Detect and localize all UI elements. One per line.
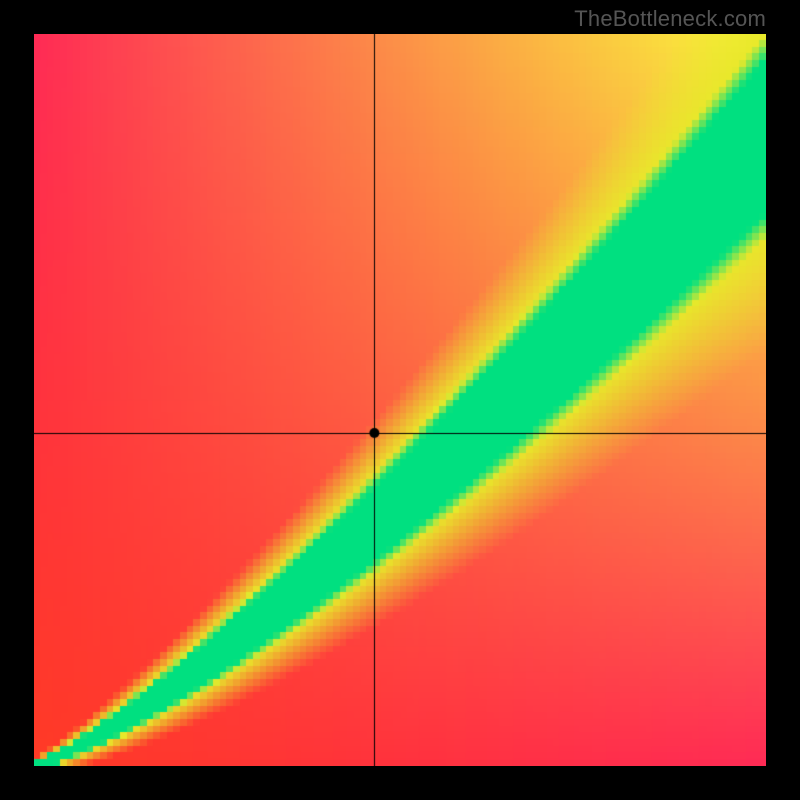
bottleneck-heatmap (34, 34, 766, 766)
watermark-text: TheBottleneck.com (574, 6, 766, 32)
chart-container: { "watermark": { "text": "TheBottleneck.… (0, 0, 800, 800)
